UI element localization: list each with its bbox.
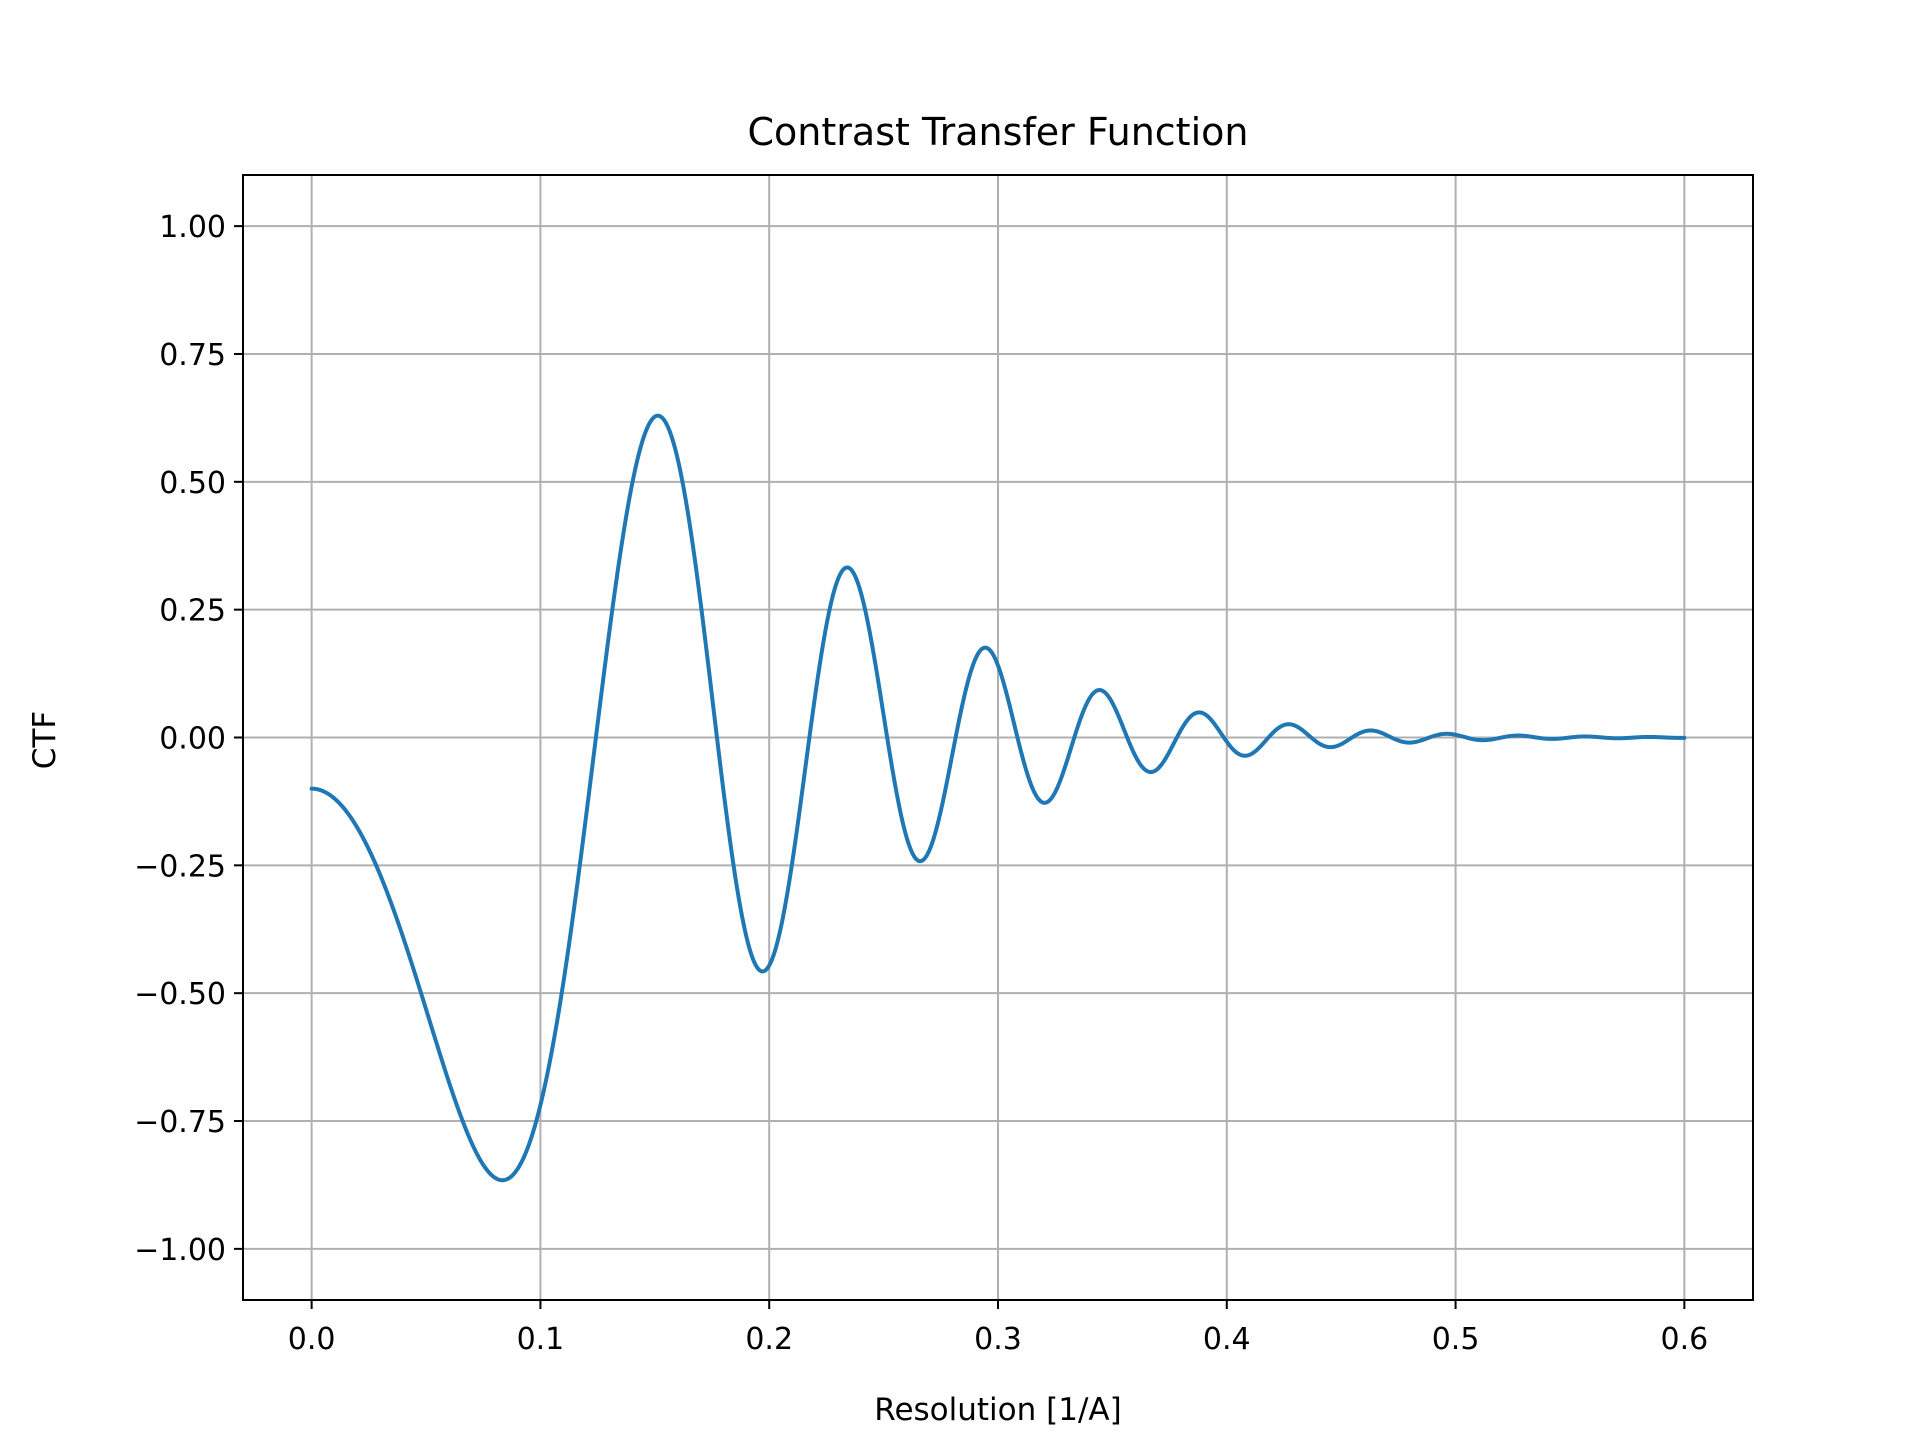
y-tick-label: 0.25 [159,594,226,629]
y-axis-label: CTF [27,711,63,769]
x-tick-label: 0.6 [1661,1322,1709,1357]
y-tick-label: 0.00 [159,722,226,757]
y-tick-label: 1.00 [159,210,226,245]
y-tick-label: 0.50 [159,466,226,501]
x-axis-label: Resolution [1/A] [874,1392,1121,1428]
chart-title: Contrast Transfer Function [748,110,1249,154]
y-tick-label: −0.50 [134,977,226,1012]
y-tick-label: −1.00 [134,1233,226,1268]
x-tick-label: 0.3 [974,1322,1022,1357]
y-tick-label: 0.75 [159,338,226,373]
x-tick-label: 0.4 [1203,1322,1251,1357]
x-tick-label: 0.2 [745,1322,793,1357]
x-tick-label: 0.1 [517,1322,565,1357]
x-tick-label: 0.5 [1432,1322,1480,1357]
y-tick-label: −0.75 [134,1105,226,1140]
y-tick-label: −0.25 [134,849,226,884]
x-tick-label: 0.0 [288,1322,336,1357]
